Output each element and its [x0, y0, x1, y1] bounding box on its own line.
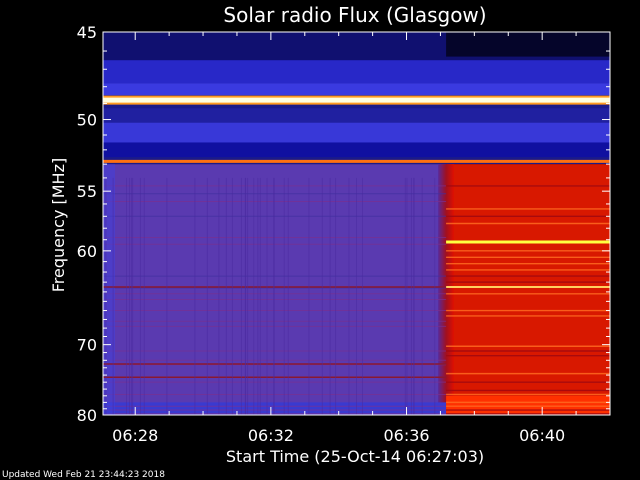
y-axis-label: Frequency [MHz] [49, 158, 68, 292]
x-tick-label: 06:36 [383, 426, 429, 445]
axes: 45 50 55 60 70 80 06:28 06:32 06:36 06:40 [77, 23, 611, 445]
chart-title: Solar radio Flux (Glasgow) [223, 3, 486, 27]
updated-footer: Updated Wed Feb 21 23:44:23 2018 [2, 470, 165, 480]
x-tick-label: 06:28 [112, 426, 158, 445]
upper-band-stripe [103, 83, 610, 96]
burst-region [446, 164, 610, 415]
y-tick-label: 60 [77, 242, 97, 261]
y-tick-label: 45 [77, 23, 97, 42]
y-tick-label: 55 [77, 182, 97, 201]
y-tick-label: 50 [77, 111, 97, 130]
x-tick-label: 06:32 [248, 426, 294, 445]
plot-frame [102, 31, 611, 416]
y-tick-label: 70 [77, 336, 97, 355]
x-axis-label: Start Time (25-Oct-14 06:27:03) [226, 447, 484, 466]
upper-band-dark-patch [446, 32, 610, 57]
bottom-strip-burst [446, 395, 610, 415]
burst-edge [438, 164, 455, 415]
y-tick-label: 80 [77, 406, 97, 425]
upper-band-stripe [103, 122, 610, 143]
x-tick-label: 06:40 [519, 426, 565, 445]
upper-band-stripe [103, 108, 610, 123]
upper-band-stripe [103, 142, 610, 158]
upper-band-stripe [103, 60, 610, 84]
plot-area [103, 32, 610, 415]
